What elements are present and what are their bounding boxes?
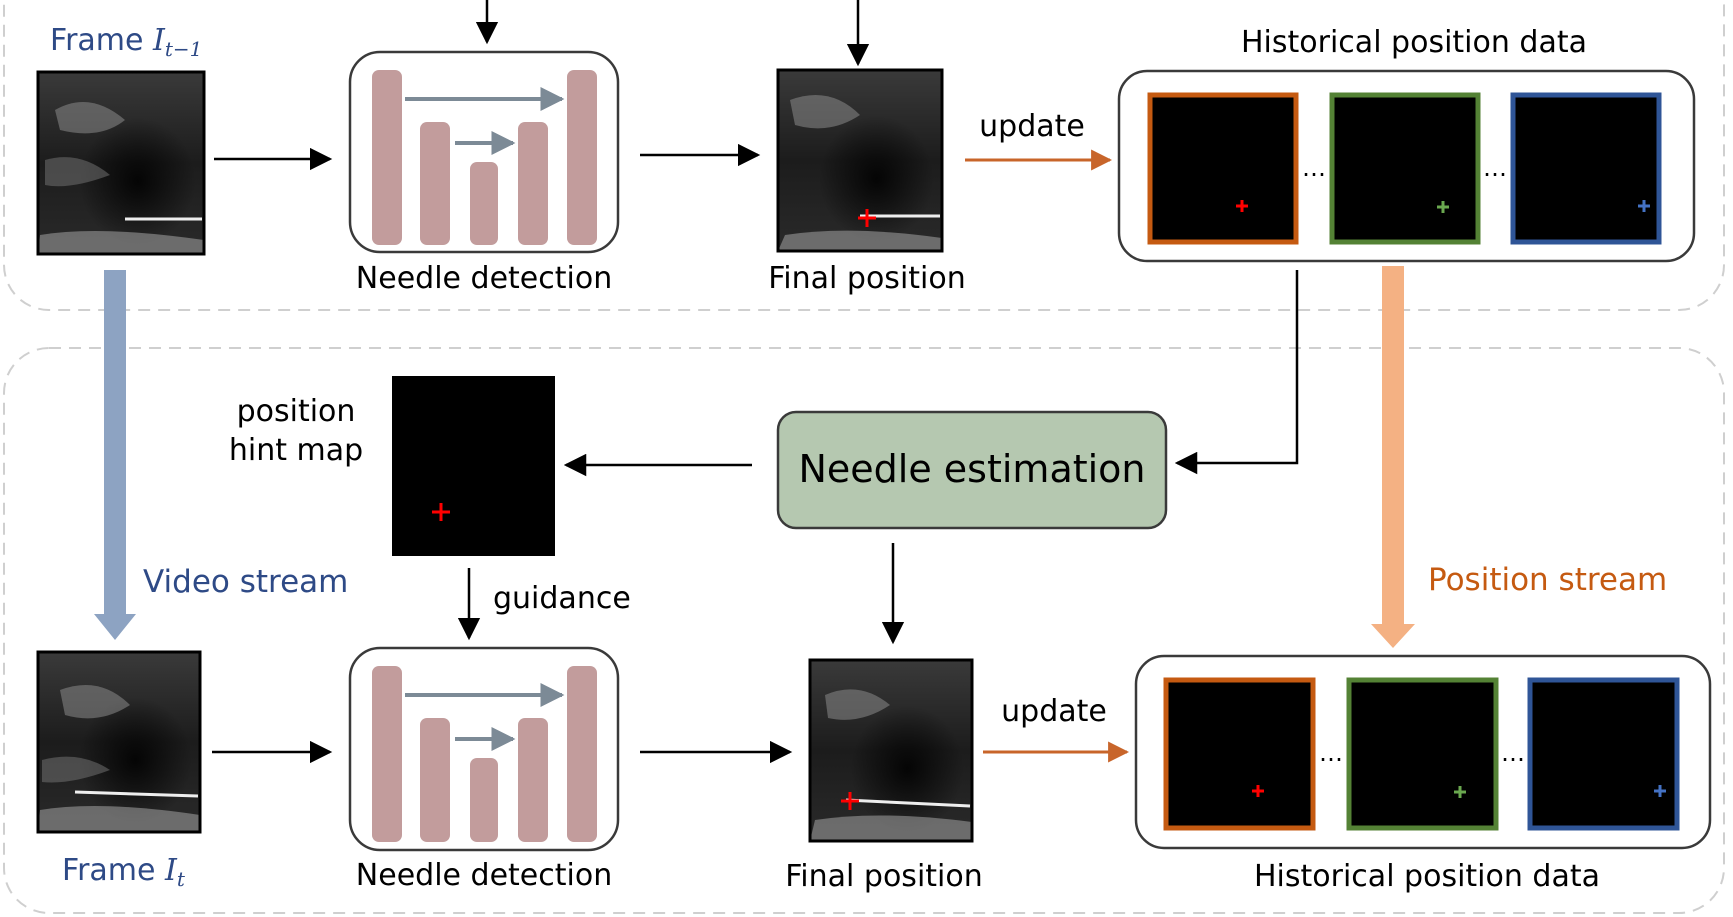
arrow-history-to-estimation [1174, 270, 1299, 475]
guidance-label: guidance [493, 581, 631, 616]
video-stream-arrow [94, 270, 136, 640]
video-stream-label: Video stream [143, 564, 348, 600]
history-frame-orange-bottom [1163, 677, 1316, 831]
final-position-image-bottom [808, 658, 974, 843]
hint-map-label-line2: hint map [229, 433, 363, 468]
history-panel-bottom [1134, 654, 1712, 850]
ellipsis-bottom-2: … [1501, 739, 1525, 767]
needle-estimation-box [776, 410, 1168, 530]
ultrasound-frame-prev [36, 70, 206, 256]
final-position-label-top: Final position [768, 261, 966, 296]
needle-marker-top-final [858, 209, 876, 227]
final-position-label-bottom: Final position [785, 859, 983, 894]
history-frame-green-top [1329, 92, 1481, 245]
needle-marker-bottom-final [841, 792, 859, 810]
ellipsis-bottom-1: … [1319, 739, 1343, 767]
history-frame-green-bottom [1346, 677, 1499, 831]
ultrasound-frame-current [36, 650, 202, 834]
position-hint-map [392, 376, 555, 556]
top-stage-boundary [3, 0, 1725, 311]
history-label-bottom: Historical position data [1254, 859, 1600, 894]
unet-block-bottom [348, 646, 620, 852]
bottom-stage-boundary [3, 347, 1725, 914]
needle-detection-label-bottom: Needle detection [356, 858, 612, 893]
final-position-image-top [776, 68, 944, 253]
history-frame-blue-bottom [1527, 677, 1680, 831]
needle-detection-label-top: Needle detection [356, 261, 612, 296]
update-label-bottom: update [1001, 694, 1107, 729]
unet-block-top [348, 50, 620, 254]
needle-estimation-label: Needle estimation [798, 447, 1145, 491]
position-stream-label: Position stream [1428, 562, 1667, 598]
update-label-top: update [979, 109, 1085, 144]
history-frame-blue-top [1510, 92, 1662, 245]
position-stream-arrow [1371, 266, 1415, 648]
ellipsis-top-1: … [1302, 154, 1326, 182]
ellipsis-top-2: … [1483, 154, 1507, 182]
history-label-top: Historical position data [1241, 25, 1587, 60]
history-panel-top [1117, 69, 1696, 263]
history-frame-orange-top [1147, 92, 1299, 245]
hint-map-label-line1: position [237, 394, 356, 429]
frame-prev-label: Frame It−1 [50, 23, 202, 61]
frame-current-label: Frame It [62, 853, 186, 891]
